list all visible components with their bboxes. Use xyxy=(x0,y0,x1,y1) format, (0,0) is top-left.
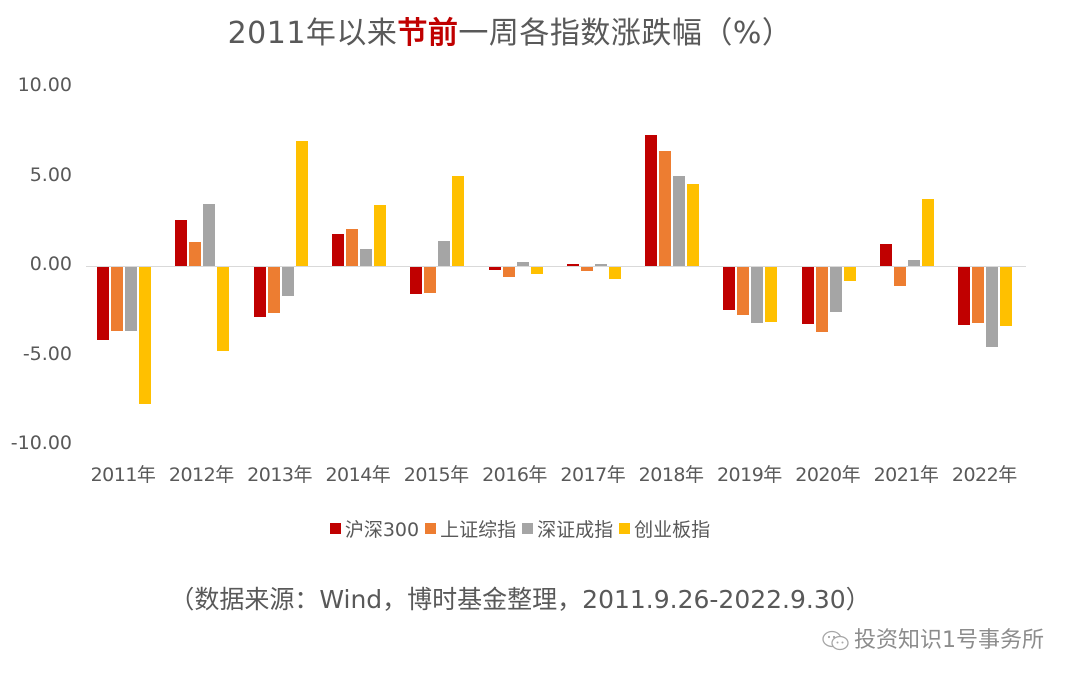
bar xyxy=(530,267,543,275)
bar xyxy=(765,267,778,322)
wechat-icon xyxy=(822,630,850,652)
bar xyxy=(331,234,344,266)
y-tick-label: 0.00 xyxy=(29,253,72,275)
bar xyxy=(1000,267,1013,326)
bar xyxy=(373,205,386,266)
bar xyxy=(687,184,700,266)
bar xyxy=(737,267,750,315)
bar xyxy=(894,267,906,286)
bar xyxy=(139,267,151,405)
bar xyxy=(217,267,230,352)
legend: 沪深300 上证综指 深证成指 创业板指 xyxy=(0,515,1040,542)
legend-swatch xyxy=(522,523,534,534)
bar xyxy=(175,219,188,266)
bar xyxy=(594,264,607,266)
x-tick-label: 2018年 xyxy=(638,464,704,486)
legend-label: 沪深300 xyxy=(344,519,420,541)
watermark: 投资知识1号事务所 xyxy=(822,622,1044,654)
chart-title: 2011年以来节前一周各指数涨跌幅（%） xyxy=(0,8,1020,52)
bar xyxy=(986,267,999,347)
x-tick-label: 2011年 xyxy=(90,464,156,486)
bar xyxy=(972,267,985,324)
title-highlight: 节前 xyxy=(397,16,459,51)
title-prefix: 2011年以来 xyxy=(227,16,398,51)
source-note: （数据来源：Wind，博时基金整理，2011.9.26-2022.9.30） xyxy=(169,585,871,614)
watermark-text: 投资知识1号事务所 xyxy=(854,628,1044,653)
legend-item: 创业板指 xyxy=(619,515,710,542)
x-tick-label: 2013年 xyxy=(247,464,313,486)
bar xyxy=(345,228,358,266)
legend-item: 沪深300 xyxy=(329,515,420,542)
legend-swatch xyxy=(619,523,631,534)
bar xyxy=(843,267,856,281)
bar xyxy=(410,267,423,294)
bar xyxy=(801,267,814,324)
bar xyxy=(97,267,109,340)
bar xyxy=(253,267,266,318)
bar xyxy=(424,267,437,293)
legend-label: 深证成指 xyxy=(537,519,614,541)
legend-label: 上证综指 xyxy=(440,519,517,541)
x-tick-label: 2021年 xyxy=(873,464,939,486)
x-tick-label: 2016年 xyxy=(482,464,547,486)
y-tick-label: 10.00 xyxy=(17,74,72,96)
bar xyxy=(488,267,501,271)
bar xyxy=(516,261,529,266)
x-tick-label: 2015年 xyxy=(403,464,469,486)
bar xyxy=(659,150,672,266)
legend-swatch xyxy=(425,523,437,534)
bar xyxy=(295,141,308,266)
bar xyxy=(829,267,842,312)
x-tick-label: 2012年 xyxy=(168,464,234,486)
y-tick-label: -10.00 xyxy=(10,432,72,454)
x-tick-label: 2017年 xyxy=(560,464,626,486)
bar xyxy=(189,242,202,266)
legend-swatch xyxy=(329,523,341,534)
bar xyxy=(267,267,280,313)
bar xyxy=(751,267,764,323)
legend-item: 上证综指 xyxy=(425,515,516,542)
x-tick-label: 2022年 xyxy=(951,464,1017,486)
bar xyxy=(566,263,579,266)
legend-item: 深证成指 xyxy=(522,515,613,542)
bar xyxy=(203,204,216,266)
bar xyxy=(673,175,686,266)
zero-axis-line xyxy=(86,266,1026,267)
x-tick-label: 2014年 xyxy=(325,464,391,486)
bar xyxy=(723,267,736,310)
bar xyxy=(880,243,892,266)
bar xyxy=(452,175,465,266)
bar xyxy=(359,248,372,266)
bar xyxy=(111,267,123,332)
bar xyxy=(438,240,451,266)
y-tick-label: 5.00 xyxy=(29,163,72,186)
bar xyxy=(645,135,658,266)
bar xyxy=(502,267,515,278)
bar xyxy=(958,267,971,325)
title-suffix: 一周各指数涨跌幅（%） xyxy=(458,16,793,51)
bar xyxy=(125,267,137,332)
y-tick-label: -5.00 xyxy=(22,342,72,365)
bar xyxy=(922,199,934,266)
legend-label: 创业板指 xyxy=(634,519,711,541)
bar xyxy=(281,267,294,297)
x-tick-label: 2019年 xyxy=(716,464,782,486)
bar xyxy=(815,267,828,332)
bar xyxy=(580,267,593,271)
bar xyxy=(608,267,621,279)
x-tick-label: 2020年 xyxy=(795,464,861,486)
bar xyxy=(908,259,920,266)
